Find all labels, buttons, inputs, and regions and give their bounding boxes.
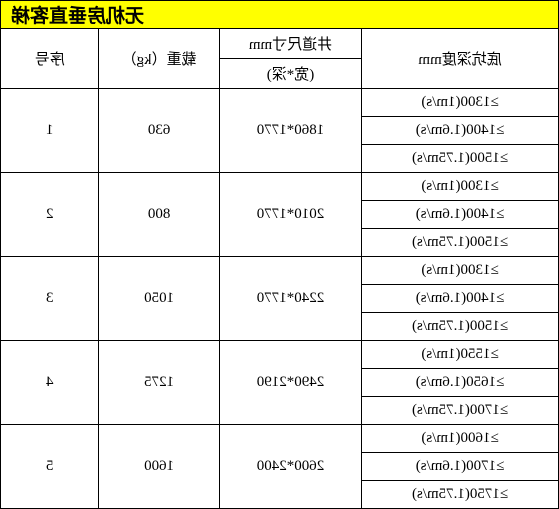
cell-load: 1050 (99, 257, 219, 341)
cell-seq: 3 (1, 257, 99, 341)
cell-depth: ≥1550(1m/s) (362, 341, 559, 369)
cell-load: 1275 (99, 341, 219, 425)
cell-load: 630 (99, 89, 219, 173)
table-row: ≥1300(1m/s)2240*177010503 (1, 257, 559, 285)
cell-seq: 1 (1, 89, 99, 173)
cell-depth: ≥1400(1.6m/s) (362, 285, 559, 313)
cell-depth: ≥1300(1m/s) (362, 173, 559, 201)
cell-depth: ≥1400(1.6m/s) (362, 201, 559, 229)
cell-seq: 2 (1, 173, 99, 257)
cell-depth: ≥1600(1m/s) (362, 425, 559, 453)
cell-depth: ≥1300(1m/s) (362, 89, 559, 117)
cell-shaft: 2010*1770 (219, 173, 361, 257)
cell-shaft: 1860*1770 (219, 89, 361, 173)
cell-depth: ≥1500(1.75m/s) (362, 229, 559, 257)
cell-depth: ≥1300(1m/s) (362, 257, 559, 285)
cell-load: 800 (99, 173, 219, 257)
cell-depth: ≥1400(1.6m/s) (362, 117, 559, 145)
elevator-spec-table: 底坑深度mm 井道尺寸mm 载重（kg） 序号 (宽*深) ≥1300(1m/s… (0, 28, 559, 509)
cell-seq: 5 (1, 425, 99, 509)
header-seq: 序号 (1, 29, 99, 89)
header-shaft-sub: (宽*深) (219, 59, 361, 89)
table-row: ≥1300(1m/s)1860*17706301 (1, 89, 559, 117)
table-body: ≥1300(1m/s)1860*17706301≥1400(1.6m/s)≥15… (1, 89, 559, 509)
cell-depth: ≥1700(1.6m/s) (362, 453, 559, 481)
table-row: ≥1600(1m/s)2600*240016005 (1, 425, 559, 453)
table-container: 无机房垂直客梯 底坑深度mm 井道尺寸mm 载重（kg） 序号 (宽*深) ≥1… (0, 0, 559, 500)
cell-load: 1600 (99, 425, 219, 509)
cell-depth: ≥1500(1.75m/s) (362, 313, 559, 341)
cell-depth: ≥1500(1.75m/s) (362, 145, 559, 173)
cell-seq: 4 (1, 341, 99, 425)
table-title: 无机房垂直客梯 (0, 0, 559, 28)
cell-depth: ≥1700(1.75m/s) (362, 397, 559, 425)
header-row: 底坑深度mm 井道尺寸mm 载重（kg） 序号 (1, 29, 559, 59)
cell-shaft: 2240*1770 (219, 257, 361, 341)
cell-shaft: 2490*2190 (219, 341, 361, 425)
cell-shaft: 2600*2400 (219, 425, 361, 509)
table-row: ≥1550(1m/s)2490*219012754 (1, 341, 559, 369)
header-depth: 底坑深度mm (362, 29, 559, 89)
cell-depth: ≥1650(1.6m/s) (362, 369, 559, 397)
cell-depth: ≥1750(1.75m/s) (362, 481, 559, 509)
header-load: 载重（kg） (99, 29, 219, 89)
header-shaft: 井道尺寸mm (219, 29, 361, 59)
table-row: ≥1300(1m/s)2010*17708002 (1, 173, 559, 201)
